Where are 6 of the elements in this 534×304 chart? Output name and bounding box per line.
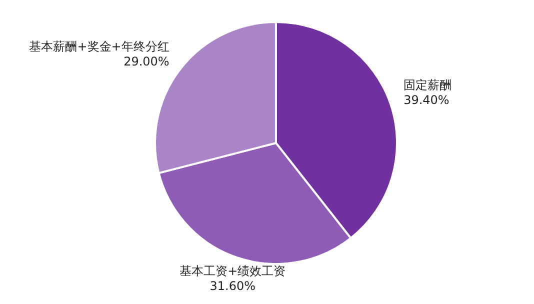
slice-label: 固定薪酬 [404, 78, 452, 92]
slice-label: 基本工资+绩效工资 [180, 264, 286, 278]
data-label: 31.60% [210, 278, 256, 293]
slice-label: 基本薪酬+奖金+年终分红 [29, 39, 170, 54]
data-label: 39.40% [404, 92, 450, 107]
data-label: 29.00% [124, 54, 170, 68]
